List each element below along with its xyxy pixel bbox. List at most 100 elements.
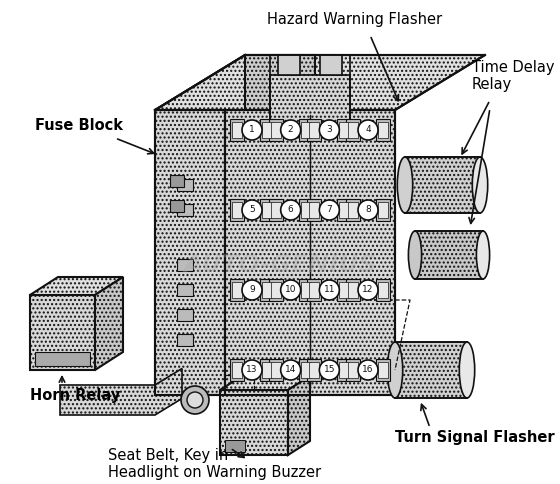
- Bar: [405, 157, 480, 213]
- Bar: [348, 122, 358, 138]
- Bar: [376, 119, 390, 141]
- Bar: [170, 175, 184, 187]
- Ellipse shape: [388, 342, 403, 398]
- Circle shape: [319, 280, 339, 300]
- Bar: [346, 279, 360, 301]
- Ellipse shape: [459, 342, 475, 398]
- Bar: [309, 362, 319, 378]
- Bar: [378, 362, 388, 378]
- Bar: [376, 359, 390, 381]
- Bar: [339, 282, 349, 298]
- Bar: [309, 122, 319, 138]
- Ellipse shape: [397, 157, 413, 213]
- Bar: [269, 279, 283, 301]
- Text: Time Delay
Relay: Time Delay Relay: [472, 60, 554, 92]
- Bar: [339, 362, 349, 378]
- Bar: [262, 122, 272, 138]
- Text: 4: 4: [365, 125, 371, 135]
- Circle shape: [281, 360, 301, 380]
- Text: Fuse Block: Fuse Block: [35, 118, 123, 133]
- Text: 3: 3: [326, 125, 332, 135]
- Circle shape: [358, 280, 378, 300]
- Bar: [270, 282, 281, 298]
- Bar: [346, 199, 360, 221]
- Bar: [232, 122, 242, 138]
- Ellipse shape: [477, 231, 489, 279]
- Circle shape: [358, 120, 378, 140]
- Polygon shape: [220, 376, 310, 390]
- Bar: [298, 199, 312, 221]
- Bar: [301, 202, 311, 218]
- Bar: [177, 179, 193, 191]
- Bar: [378, 122, 388, 138]
- Bar: [260, 359, 274, 381]
- Text: 9: 9: [249, 286, 255, 294]
- Text: Seat Belt, Key in
Headlight on Warning Buzzer: Seat Belt, Key in Headlight on Warning B…: [108, 448, 321, 481]
- Circle shape: [319, 200, 339, 220]
- Text: 15: 15: [324, 365, 335, 375]
- Bar: [378, 282, 388, 298]
- Bar: [270, 55, 350, 127]
- Bar: [376, 279, 390, 301]
- Text: 11: 11: [324, 286, 335, 294]
- Circle shape: [281, 120, 301, 140]
- Bar: [262, 202, 272, 218]
- Bar: [177, 284, 193, 296]
- Text: 1: 1: [249, 125, 255, 135]
- Bar: [337, 199, 351, 221]
- Circle shape: [187, 392, 203, 408]
- Polygon shape: [320, 55, 342, 75]
- Circle shape: [358, 360, 378, 380]
- Bar: [301, 362, 311, 378]
- Text: 2: 2: [288, 125, 293, 135]
- Bar: [230, 359, 244, 381]
- Bar: [348, 362, 358, 378]
- Bar: [298, 359, 312, 381]
- Polygon shape: [278, 55, 300, 75]
- Bar: [230, 199, 244, 221]
- Bar: [269, 199, 283, 221]
- Text: Hazard Warning Flasher: Hazard Warning Flasher: [268, 12, 442, 27]
- Bar: [270, 122, 281, 138]
- Bar: [337, 279, 351, 301]
- Bar: [376, 199, 390, 221]
- Bar: [395, 342, 467, 398]
- Polygon shape: [155, 55, 485, 110]
- Bar: [177, 204, 193, 216]
- Text: 6: 6: [288, 206, 293, 214]
- Bar: [270, 202, 281, 218]
- Bar: [269, 119, 283, 141]
- Polygon shape: [60, 368, 182, 415]
- Bar: [301, 122, 311, 138]
- Bar: [177, 259, 193, 271]
- Text: 12: 12: [362, 286, 374, 294]
- Text: 8: 8: [365, 206, 371, 214]
- Circle shape: [281, 200, 301, 220]
- Text: Horn Relay: Horn Relay: [30, 388, 120, 403]
- Bar: [232, 202, 242, 218]
- Bar: [339, 122, 349, 138]
- Bar: [260, 119, 274, 141]
- Bar: [262, 282, 272, 298]
- Bar: [307, 199, 321, 221]
- Circle shape: [358, 200, 378, 220]
- Bar: [339, 202, 349, 218]
- Bar: [260, 199, 274, 221]
- Polygon shape: [30, 277, 123, 295]
- Circle shape: [319, 360, 339, 380]
- Ellipse shape: [408, 231, 422, 279]
- Bar: [30, 295, 95, 370]
- Bar: [346, 359, 360, 381]
- Bar: [309, 282, 319, 298]
- Bar: [298, 279, 312, 301]
- Bar: [337, 119, 351, 141]
- Polygon shape: [288, 376, 310, 455]
- Text: 14: 14: [285, 365, 296, 375]
- Polygon shape: [95, 277, 123, 370]
- Text: 5: 5: [249, 206, 255, 214]
- Circle shape: [319, 120, 339, 140]
- Bar: [298, 119, 312, 141]
- Polygon shape: [155, 110, 225, 395]
- Ellipse shape: [472, 157, 488, 213]
- Bar: [177, 334, 193, 346]
